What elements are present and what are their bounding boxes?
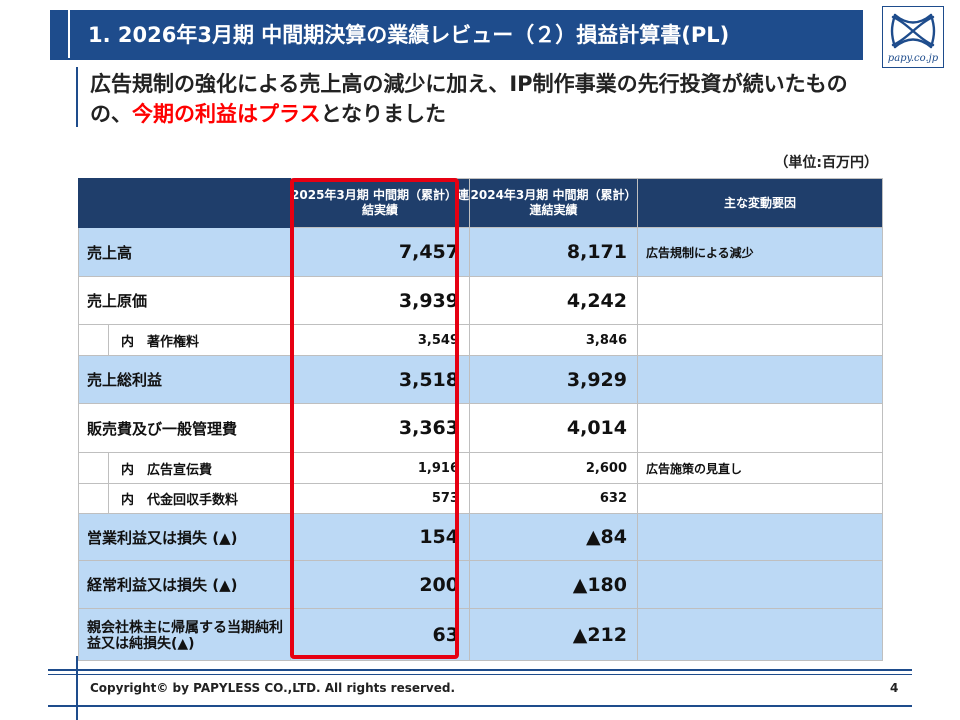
- table-row: 売上総利益 3,518 3,929: [78, 355, 883, 404]
- prior-value: 632: [469, 483, 638, 514]
- current-value: 3,939: [290, 276, 470, 325]
- table-row: 親会社株主に帰属する当期純利益又は純損失(▲) 63 ▲212: [78, 608, 883, 661]
- reason: [637, 513, 883, 561]
- prior-value: 4,014: [469, 403, 638, 453]
- row-label: 売上原価: [78, 276, 291, 325]
- table-row: 営業利益又は損失 (▲) 154 ▲84: [78, 513, 883, 561]
- prior-value: 4,242: [469, 276, 638, 325]
- current-value: 3,549: [290, 324, 470, 356]
- footer-rule: [48, 669, 912, 671]
- current-value: 573: [290, 483, 470, 514]
- indent-cell: [78, 452, 109, 484]
- reason: [637, 355, 883, 404]
- row-label: 内 著作権料: [108, 324, 291, 356]
- reason: [637, 276, 883, 325]
- page-title: 1. 2026年3月期 中間期決算の業績レビュー（２）損益計算書(PL): [88, 23, 730, 47]
- reason: [637, 403, 883, 453]
- row-label: 経常利益又は損失 (▲): [78, 560, 291, 609]
- row-label: 売上総利益: [78, 355, 291, 404]
- footer-divider: [76, 656, 78, 720]
- current-value: 3,363: [290, 403, 470, 453]
- prior-value: ▲180: [469, 560, 638, 609]
- logo-text: papy.co.jp: [887, 53, 939, 64]
- header-current-period: 2025年3月期 中間期（累計）連結実績: [290, 178, 470, 228]
- table-row: 売上原価 3,939 4,242: [78, 276, 883, 325]
- row-label: 親会社株主に帰属する当期純利益又は純損失(▲): [78, 608, 291, 661]
- table-row: 売上高 7,457 8,171 広告規制による減少: [78, 227, 883, 277]
- subtitle-highlight: 今期の利益はプラス: [132, 102, 321, 126]
- prior-value: 3,846: [469, 324, 638, 356]
- subtitle-text: 広告規制の強化による売上高の減少に加え、IP制作事業の先行投資が続いたものの、: [90, 72, 848, 126]
- table-row: 販売費及び一般管理費 3,363 4,014: [78, 403, 883, 453]
- current-value: 3,518: [290, 355, 470, 404]
- footer-rule-thin: [48, 674, 912, 675]
- prior-value: 2,600: [469, 452, 638, 484]
- header-reasons: 主な変動要因: [637, 178, 883, 228]
- reason: [637, 608, 883, 661]
- header-item-cell: [78, 178, 291, 228]
- table-row: 経常利益又は損失 (▲) 200 ▲180: [78, 560, 883, 609]
- reason: [637, 483, 883, 514]
- reason: 広告施策の見直し: [637, 452, 883, 484]
- table-row: 内 著作権料 3,549 3,846: [78, 324, 883, 356]
- table-row: 内 代金回収手数料 573 632: [78, 483, 883, 514]
- current-value: 1,916: [290, 452, 470, 484]
- table-header-row: 2025年3月期 中間期（累計）連結実績 2024年3月期 中間期（累計）連結実…: [78, 178, 883, 228]
- header-prior-period: 2024年3月期 中間期（累計）連結実績: [469, 178, 638, 228]
- subtitle: 広告規制の強化による売上高の減少に加え、IP制作事業の先行投資が続いたものの、今…: [90, 69, 880, 129]
- company-logo: papy.co.jp: [882, 6, 944, 68]
- reason: 広告規制による減少: [637, 227, 883, 277]
- prior-value: 8,171: [469, 227, 638, 277]
- row-label: 内 代金回収手数料: [108, 483, 291, 514]
- reason: [637, 324, 883, 356]
- prior-value: ▲84: [469, 513, 638, 561]
- current-value: 154: [290, 513, 470, 561]
- reason: [637, 560, 883, 609]
- copyright: Copyright© by PAPYLESS CO.,LTD. All righ…: [90, 681, 456, 695]
- row-label: 内 広告宣伝費: [108, 452, 291, 484]
- indent-cell: [78, 324, 109, 356]
- row-label: 販売費及び一般管理費: [78, 403, 291, 453]
- row-label: 売上高: [78, 227, 291, 277]
- current-value: 63: [290, 608, 470, 661]
- title-bar: [50, 10, 863, 60]
- pl-table: 2025年3月期 中間期（累計）連結実績 2024年3月期 中間期（累計）連結実…: [78, 178, 883, 661]
- title-divider: [68, 10, 70, 58]
- prior-value: ▲212: [469, 608, 638, 661]
- subtitle-rule: [76, 67, 78, 127]
- unit-label: （単位:百万円）: [774, 155, 878, 171]
- row-label: 営業利益又は損失 (▲): [78, 513, 291, 561]
- table-row: 内 広告宣伝費 1,916 2,600 広告施策の見直し: [78, 452, 883, 484]
- prior-value: 3,929: [469, 355, 638, 404]
- page-number: 4: [890, 681, 899, 695]
- current-value: 200: [290, 560, 470, 609]
- footer-rule-bottom: [48, 705, 912, 707]
- papyless-logo-icon: [890, 13, 936, 49]
- current-value: 7,457: [290, 227, 470, 277]
- subtitle-text-end: となりました: [320, 102, 446, 126]
- indent-cell: [78, 483, 109, 514]
